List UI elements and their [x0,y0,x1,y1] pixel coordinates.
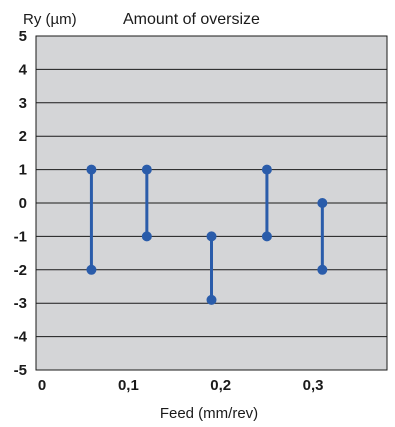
range-high-point [206,231,217,242]
x-axis-title: Feed (mm/rev) [160,405,258,422]
range-low-point [141,231,152,242]
y-tick-label: 0 [19,195,27,212]
y-tick-label: 1 [19,162,27,179]
y-tick-label: 4 [19,61,28,78]
range-high-point [141,164,152,175]
x-tick-label: 0,2 [210,377,231,394]
data-marks [86,164,328,305]
y-axis-ticks: 5 4 3 2 1 0 -1 -2 -3 -4 -5 [14,28,28,379]
y-tick-label: -4 [14,329,28,346]
y-tick-label: -2 [14,262,27,279]
x-tick-label: 0,1 [118,377,139,394]
y-tick-label: -1 [14,228,27,245]
y-tick-label: -3 [14,295,27,312]
chart-title: Amount of oversize [123,11,260,28]
y-tick-label: -5 [14,362,27,379]
range-high-point [317,198,328,208]
x-axis-ticks: 0 0,1 0,2 0,3 [38,377,324,394]
x-tick-label: 0 [38,377,46,394]
y-tick-label: 3 [19,95,27,112]
range-low-point [317,264,328,275]
range-high-point [86,164,97,175]
range-low-point [261,231,272,242]
range-low-point [206,294,217,305]
y-axis-title: Ry (µm) [23,11,77,28]
range-low-point [86,264,97,275]
x-tick-label: 0,3 [303,377,324,394]
y-tick-label: 5 [19,28,27,45]
y-tick-label: 2 [19,128,27,145]
range-high-point [261,164,272,175]
